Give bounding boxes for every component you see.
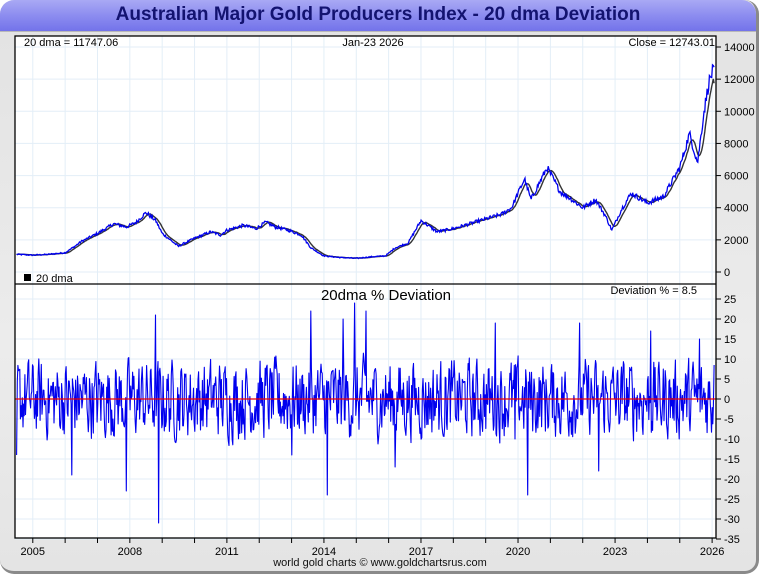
y-tick-label: -15	[724, 454, 740, 466]
y-tick-label: 0	[724, 267, 730, 279]
x-tick-label: 2020	[506, 546, 530, 558]
y-tick-label: -30	[724, 514, 740, 526]
footer-credit: world gold charts © www.goldchartsrus.co…	[273, 557, 487, 569]
legend-label-20dma: 20 dma	[36, 273, 74, 285]
x-tick-label: 2017	[409, 546, 433, 558]
price-line	[16, 63, 715, 260]
x-axis: 2005 2008 2011 2014 2017 2020 2023 2026	[21, 538, 724, 558]
x-tick-label: 2005	[21, 546, 45, 558]
y-tick-label: 25	[724, 294, 736, 306]
x-tick-label: 2023	[603, 546, 627, 558]
y-tick-label: 5	[724, 374, 730, 386]
y-tick-label: -35	[724, 534, 740, 546]
y-tick-label: -25	[724, 494, 740, 506]
y-tick-label: 10	[724, 354, 736, 366]
deviation-line	[16, 302, 715, 524]
x-tick-label: 2008	[118, 546, 142, 558]
y-tick-label: 2000	[724, 235, 748, 247]
deviation-series	[16, 302, 715, 524]
y-tick-label: -10	[724, 434, 740, 446]
y-tick-label: -20	[724, 474, 740, 486]
x-tick-label: 2014	[312, 546, 336, 558]
price-series	[16, 63, 715, 260]
deviation-panel-title: 20dma % Deviation	[321, 287, 451, 304]
plot-border	[14, 35, 717, 539]
y-tick-label: -5	[724, 414, 734, 426]
close-value-label: Close = 12743.01	[628, 37, 715, 49]
y-tick-label: 20	[724, 314, 736, 326]
deviation-value-label: Deviation % = 8.5	[610, 285, 697, 297]
y-tick-label: 14000	[724, 42, 755, 54]
y-tick-label: 0	[724, 394, 730, 406]
y-tick-label: 15	[724, 334, 736, 346]
deviation-y-axis: 25 20 15 10 5 0 -5 -10 -15 -20 -25 -30 -35	[716, 294, 740, 546]
legend-swatch-20dma	[24, 274, 31, 281]
dma-value-label: 20 dma = 11747.06	[24, 37, 118, 49]
y-tick-label: 8000	[724, 138, 748, 150]
x-tick-label: 2026	[700, 546, 724, 558]
y-tick-label: 6000	[724, 171, 748, 183]
title-bar: Australian Major Gold Producers Index - …	[0, 0, 756, 32]
y-tick-label: 12000	[724, 74, 755, 86]
y-tick-label: 4000	[724, 203, 748, 215]
chart-title: Australian Major Gold Producers Index - …	[115, 4, 641, 25]
price-y-axis: 0 2000 4000 6000 8000 10000 12000 14000	[716, 42, 755, 279]
date-label: Jan-23 2026	[342, 37, 403, 49]
x-tick-label: 2011	[215, 546, 239, 558]
y-tick-label: 10000	[724, 106, 755, 118]
